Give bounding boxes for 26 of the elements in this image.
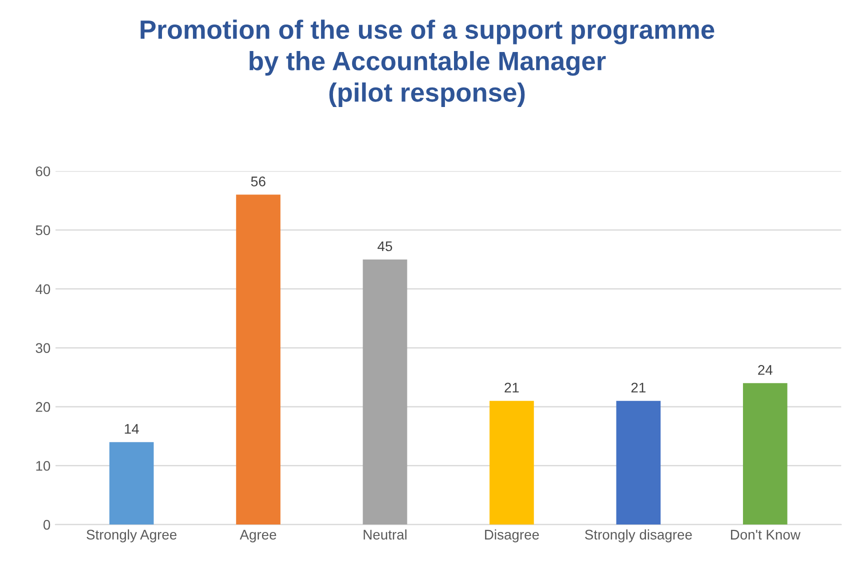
- y-tick-label: 60: [36, 166, 50, 176]
- bar: [362, 259, 408, 525]
- y-tick-label: 0: [43, 520, 50, 530]
- y-tick-label: 50: [36, 225, 50, 236]
- bar: [109, 442, 154, 525]
- data-label: 21: [504, 382, 519, 392]
- bar: [490, 400, 534, 525]
- y-tick-label: 30: [36, 343, 50, 353]
- bar: [742, 383, 788, 525]
- data-label: 24: [758, 365, 772, 375]
- x-tick-label: Agree: [240, 530, 276, 542]
- x-tick-label: Strongly Agree: [86, 529, 176, 542]
- x-tick-label: Neutral: [364, 529, 406, 540]
- bar: [616, 400, 661, 525]
- y-tick-label: 10: [36, 460, 50, 471]
- chart-title: Promotion of the use of a support programme by the Accountable Manager (pilot response): [140, 20, 714, 108]
- y-tick-label: 20: [36, 402, 50, 412]
- x-tick-label: Strongly disagree: [585, 529, 692, 542]
- data-label: 14: [124, 424, 139, 434]
- bar: [236, 194, 280, 525]
- x-tick-label: Don't Know: [731, 530, 800, 540]
- data-label: 56: [251, 176, 266, 186]
- data-label: 45: [378, 241, 392, 252]
- x-tick-label: Disagree: [485, 529, 539, 542]
- y-tick-label: 40: [36, 284, 50, 294]
- data-label: 21: [631, 382, 646, 392]
